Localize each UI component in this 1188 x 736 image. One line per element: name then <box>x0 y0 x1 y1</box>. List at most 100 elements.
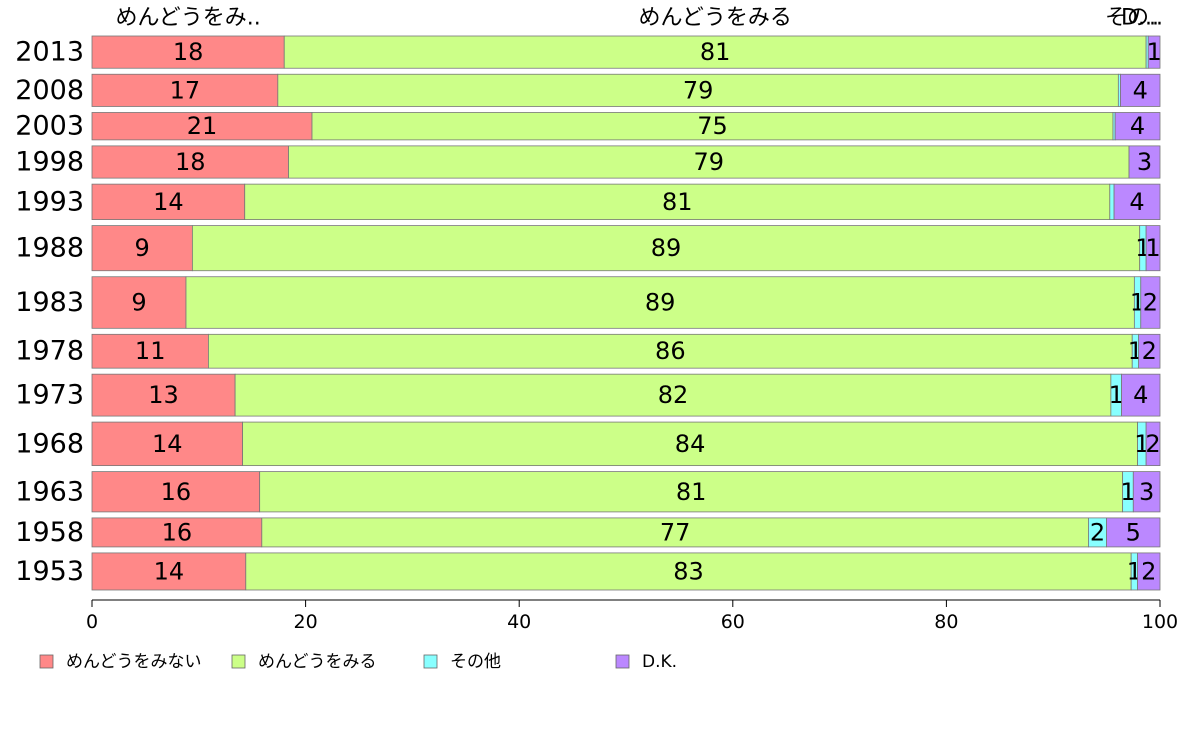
bar-segment <box>288 145 1130 179</box>
data-label: 1 <box>1134 430 1149 458</box>
legend-label: めんどうをみない <box>66 652 202 672</box>
bar-row-1993: 1993 14 81 4 <box>15 183 1161 220</box>
data-label: 77 <box>660 518 691 546</box>
data-label: 16 <box>161 478 192 506</box>
top-series-labels: めんどうをみ.. めんどうをみる その..D... <box>115 6 1163 31</box>
bar-segment <box>311 112 1114 141</box>
data-label: 4 <box>1133 381 1148 409</box>
x-axis: 0 20 40 60 80 100 <box>86 599 1178 633</box>
data-label: 9 <box>135 234 150 262</box>
category-label: 1993 <box>15 186 84 217</box>
data-label: 79 <box>683 76 714 104</box>
bar-segment <box>91 73 279 107</box>
data-label: 1 <box>1109 381 1124 409</box>
data-label: 5 <box>1126 518 1141 546</box>
legend-item: その他 <box>423 652 501 672</box>
top-series-label: めんどうをみ.. <box>115 6 260 31</box>
category-label: 1998 <box>15 147 84 178</box>
bar-segment <box>208 333 1133 369</box>
bar-row-2008: 2008 17 79 4 <box>15 73 1161 107</box>
bar-segment <box>1109 183 1115 220</box>
bar-segment <box>1145 225 1161 272</box>
data-label: 82 <box>658 381 689 409</box>
category-label: 1953 <box>15 556 84 587</box>
x-tick-label: 100 <box>1142 611 1178 633</box>
data-label: 13 <box>148 381 179 409</box>
data-label: 18 <box>175 148 206 176</box>
bar-segment <box>1128 145 1161 179</box>
top-series-label: D... <box>1121 6 1159 31</box>
bar-segment <box>185 276 1135 329</box>
data-label: 21 <box>187 112 218 140</box>
bar-row-1978: 1978 11 86 12 <box>15 333 1161 369</box>
legend-swatch <box>39 654 54 669</box>
bar-segment <box>91 471 261 513</box>
bar-row-2003: 2003 21 75 4 <box>15 111 1161 142</box>
data-label: 1 <box>1146 38 1161 66</box>
data-label: 83 <box>673 557 704 585</box>
bar-segment <box>283 35 1147 69</box>
data-label: 4 <box>1130 112 1145 140</box>
data-label: 14 <box>152 430 183 458</box>
x-tick-label: 20 <box>294 611 318 633</box>
data-label: 89 <box>645 289 676 317</box>
top-series-label: めんどうをみる <box>639 6 792 31</box>
bar-segment <box>1121 373 1161 417</box>
x-tick-label: 40 <box>507 611 531 633</box>
data-label: 11 <box>135 337 166 365</box>
bar-segment <box>91 145 289 179</box>
data-label: 4 <box>1129 188 1144 216</box>
bar-segment <box>244 183 1111 220</box>
bar-segment <box>91 552 247 591</box>
bar-segment <box>242 421 1138 467</box>
bar-segment <box>245 552 1132 591</box>
data-label: 84 <box>675 430 706 458</box>
bar-segment <box>1138 333 1161 369</box>
legend-label: D.K. <box>642 652 677 672</box>
data-label: 79 <box>693 148 724 176</box>
bar-row-1953: 1953 14 83 1 2 <box>15 552 1161 591</box>
data-label: 1 <box>1120 478 1135 506</box>
legend-item: めんどうをみない <box>39 652 202 672</box>
x-tick-label: 0 <box>86 611 98 633</box>
data-label: 2 <box>1143 289 1158 317</box>
bar-segment <box>259 471 1124 513</box>
bar-segment <box>91 225 193 272</box>
category-label: 1963 <box>15 476 84 507</box>
data-label: 18 <box>173 38 204 66</box>
data-label: 3 <box>1137 148 1152 176</box>
bar-segment <box>1147 35 1161 69</box>
category-label: 2008 <box>15 75 84 106</box>
bar-segment <box>1145 421 1161 467</box>
legend-label: その他 <box>450 652 501 672</box>
category-label: 2013 <box>15 37 84 68</box>
legend-swatch <box>231 654 246 669</box>
bar-row-1963: 1963 16 81 1 3 <box>15 471 1161 513</box>
bar-segment <box>91 35 285 69</box>
data-label: 2 <box>1142 337 1157 365</box>
bar-row-1968: 1968 14 84 12 <box>15 421 1161 467</box>
bar-segment <box>91 517 263 548</box>
data-label: 89 <box>651 234 682 262</box>
category-label: 1983 <box>15 287 84 318</box>
data-label: 2 <box>1145 430 1160 458</box>
data-label: 14 <box>154 557 185 585</box>
category-label: 2003 <box>15 111 84 142</box>
legend-item: めんどうをみる <box>231 652 377 672</box>
data-label: 2 <box>1090 518 1105 546</box>
data-label: 1 <box>1145 234 1160 262</box>
data-label: 14 <box>153 188 184 216</box>
bar-segment <box>1114 112 1161 141</box>
category-label: 1973 <box>15 380 84 411</box>
legend-swatch <box>615 654 630 669</box>
bar-segment <box>91 373 236 417</box>
bar-segment <box>91 183 246 220</box>
bar-row-1998: 1998 18 79 3 <box>15 145 1161 179</box>
bar-segment <box>1120 73 1161 107</box>
data-label: 9 <box>131 289 146 317</box>
data-label: 3 <box>1139 478 1154 506</box>
bar-segment <box>1113 183 1161 220</box>
legend: めんどうをみない めんどうをみる その他 D.K. <box>39 652 677 672</box>
top-series-label: その.. <box>1105 6 1163 31</box>
